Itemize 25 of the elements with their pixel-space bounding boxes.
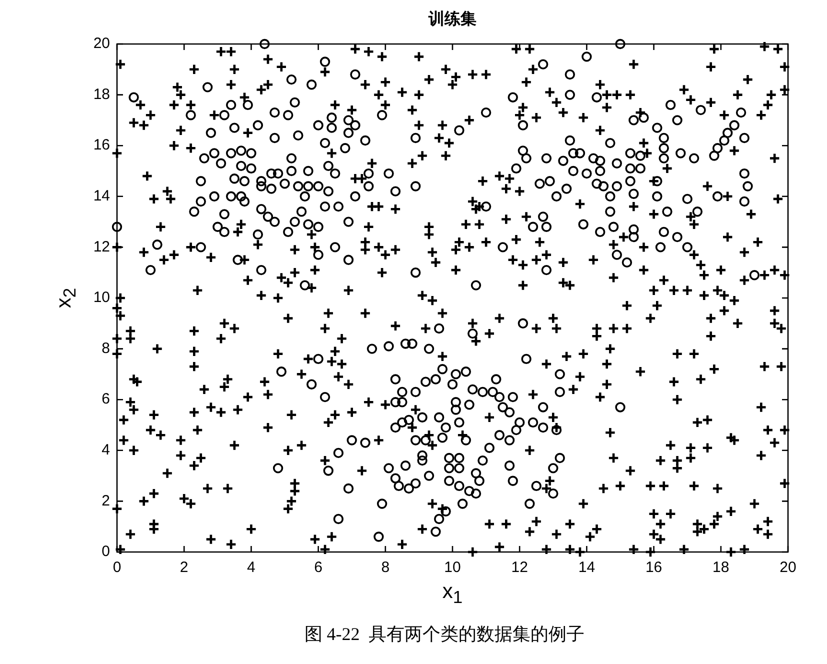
x-tick-label: 20 xyxy=(780,559,796,576)
x-tick-label: 4 xyxy=(247,559,256,576)
y-tick-label: 12 xyxy=(93,238,110,256)
y-tick-label: 8 xyxy=(102,340,110,357)
y-tick-label: 14 xyxy=(93,188,110,205)
y-tick-label: 4 xyxy=(102,442,110,459)
y-tick-label: 18 xyxy=(93,86,110,103)
x-tick-label: 10 xyxy=(444,559,461,576)
y-tick-label: 6 xyxy=(102,390,110,408)
y-tick-label: 16 xyxy=(93,136,110,154)
x-tick-label: 2 xyxy=(180,559,188,576)
x-tick-label: 6 xyxy=(314,559,322,576)
x-axis-title: x$_{1}$ xyxy=(442,580,463,608)
x-tick-label: 14 xyxy=(578,559,596,576)
chart-title: 训练集 xyxy=(428,11,476,29)
x-tick-label: 8 xyxy=(381,559,390,576)
y-tick-label: 10 xyxy=(93,289,110,306)
x-tick-label: 18 xyxy=(712,559,730,576)
y-tick-label: 0 xyxy=(102,543,110,560)
x-tick-label: 16 xyxy=(645,559,662,576)
caption: 图 4-22 具有两个类的数据集的例子 xyxy=(304,624,585,646)
x-tick-label: 0 xyxy=(112,559,122,576)
x-tick-label: 12 xyxy=(511,559,528,576)
y-tick-label: 20 xyxy=(93,35,110,52)
y-tick-label: 2 xyxy=(102,492,110,510)
